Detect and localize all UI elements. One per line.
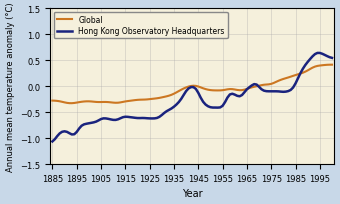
Hong Kong Observatory Headquarters bbox=[330, 57, 334, 60]
Global bbox=[310, 67, 314, 70]
Hong Kong Observatory Headquarters bbox=[145, 118, 149, 120]
X-axis label: Year: Year bbox=[182, 188, 203, 198]
Hong Kong Observatory Headquarters bbox=[50, 141, 54, 143]
Hong Kong Observatory Headquarters bbox=[221, 105, 225, 108]
Global bbox=[148, 99, 152, 101]
Global bbox=[330, 64, 334, 67]
Line: Hong Kong Observatory Headquarters: Hong Kong Observatory Headquarters bbox=[52, 54, 332, 142]
Global bbox=[279, 79, 283, 82]
Global bbox=[240, 89, 244, 92]
Y-axis label: Annual mean temperature anomaly (°C): Annual mean temperature anomaly (°C) bbox=[5, 2, 15, 171]
Legend: Global, Hong Kong Observatory Headquarters: Global, Hong Kong Observatory Headquarte… bbox=[54, 13, 228, 39]
Hong Kong Observatory Headquarters bbox=[284, 91, 288, 93]
Global bbox=[286, 77, 290, 79]
Global bbox=[70, 102, 74, 105]
Hong Kong Observatory Headquarters bbox=[308, 59, 312, 61]
Hong Kong Observatory Headquarters bbox=[276, 91, 280, 93]
Hong Kong Observatory Headquarters bbox=[316, 52, 320, 55]
Global bbox=[50, 100, 54, 102]
Line: Global: Global bbox=[52, 65, 332, 104]
Hong Kong Observatory Headquarters bbox=[238, 96, 242, 98]
Global bbox=[223, 89, 227, 92]
